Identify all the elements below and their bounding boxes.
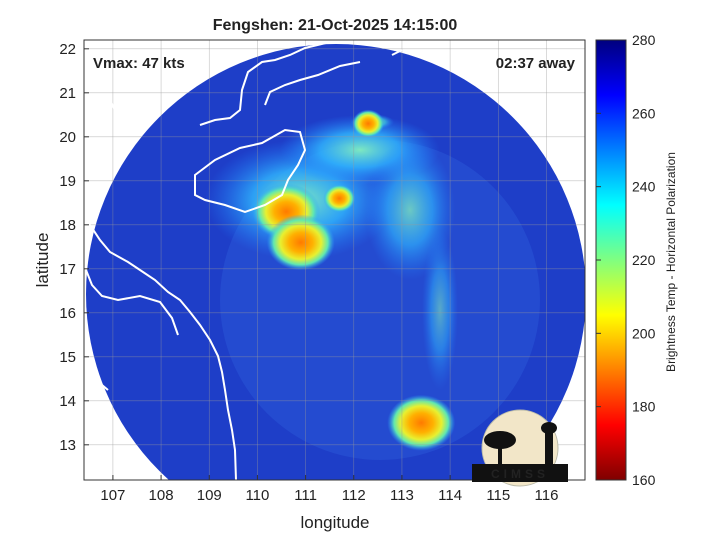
x-axis-label: longitude [300,513,369,532]
x-tick-label: 116 [535,487,559,504]
time-away-annotation: 02:37 away [496,55,576,72]
chart-title: Fengshen: 21-Oct-2025 14:15:00 [213,17,458,34]
y-axis-label: latitude [33,233,52,288]
y-tick-label: 18 [59,217,76,234]
vmax-annotation: Vmax: 47 kts [93,55,185,72]
x-tick-label: 110 [245,487,269,504]
x-tick-label: 114 [438,487,462,504]
colorbar-tick-label: 200 [632,325,656,341]
cimss-logo: CIMSS [472,409,568,487]
x-tick-label: 113 [390,487,414,504]
band-south-streak [422,230,458,390]
coastline-hainan [194,128,307,214]
colorbar-tick-label: 280 [632,32,656,48]
x-tick-label: 111 [294,487,317,504]
cold-cores [252,109,456,451]
colorbar-label: Brightness Temp - Horizontal Polarizatio… [664,152,678,372]
cold-core-cell [352,109,385,138]
y-tick-label: 14 [59,393,76,410]
y-tick-label: 15 [59,349,76,366]
y-tick-label: 17 [59,261,76,278]
cold-core-cell [387,394,456,451]
x-tick-label: 108 [149,487,174,504]
coastline-vietnam [84,217,237,480]
swath-layer [86,44,585,480]
cimss-logo-text: CIMSS [491,467,549,481]
y-ticks: 13 14 15 16 17 18 19 20 21 22 [59,41,89,454]
x-ticks: 107 108 109 110 111 112 113 114 115 116 [100,475,558,504]
cold-core-cell [266,214,335,271]
coastline-mainland [199,41,403,126]
colorbar-tick-label: 220 [632,252,656,268]
y-tick-label: 16 [59,305,76,322]
axes-frame [83,39,586,481]
colorbar-tick-label: 260 [632,105,656,121]
colorbar-tick-label: 180 [632,399,656,415]
y-tick-label: 19 [59,173,76,190]
coastlines [84,41,403,480]
colorbar-tick-label: 160 [632,472,656,488]
cold-core-cell [323,184,356,213]
y-tick-label: 22 [59,41,76,58]
coastline-gulf [84,94,179,391]
y-tick-label: 13 [59,437,76,454]
y-tick-label: 20 [59,129,76,146]
y-tick-label: 21 [59,85,76,102]
x-tick-label: 107 [100,487,125,504]
grid-lines [84,40,585,480]
x-tick-label: 112 [342,487,366,504]
colorbar-tick-label: 240 [632,179,656,195]
x-tick-label: 115 [486,487,510,504]
colorbar-ticks: 280 260 240 220 200 180 160 [596,32,656,488]
x-tick-label: 109 [197,487,222,504]
